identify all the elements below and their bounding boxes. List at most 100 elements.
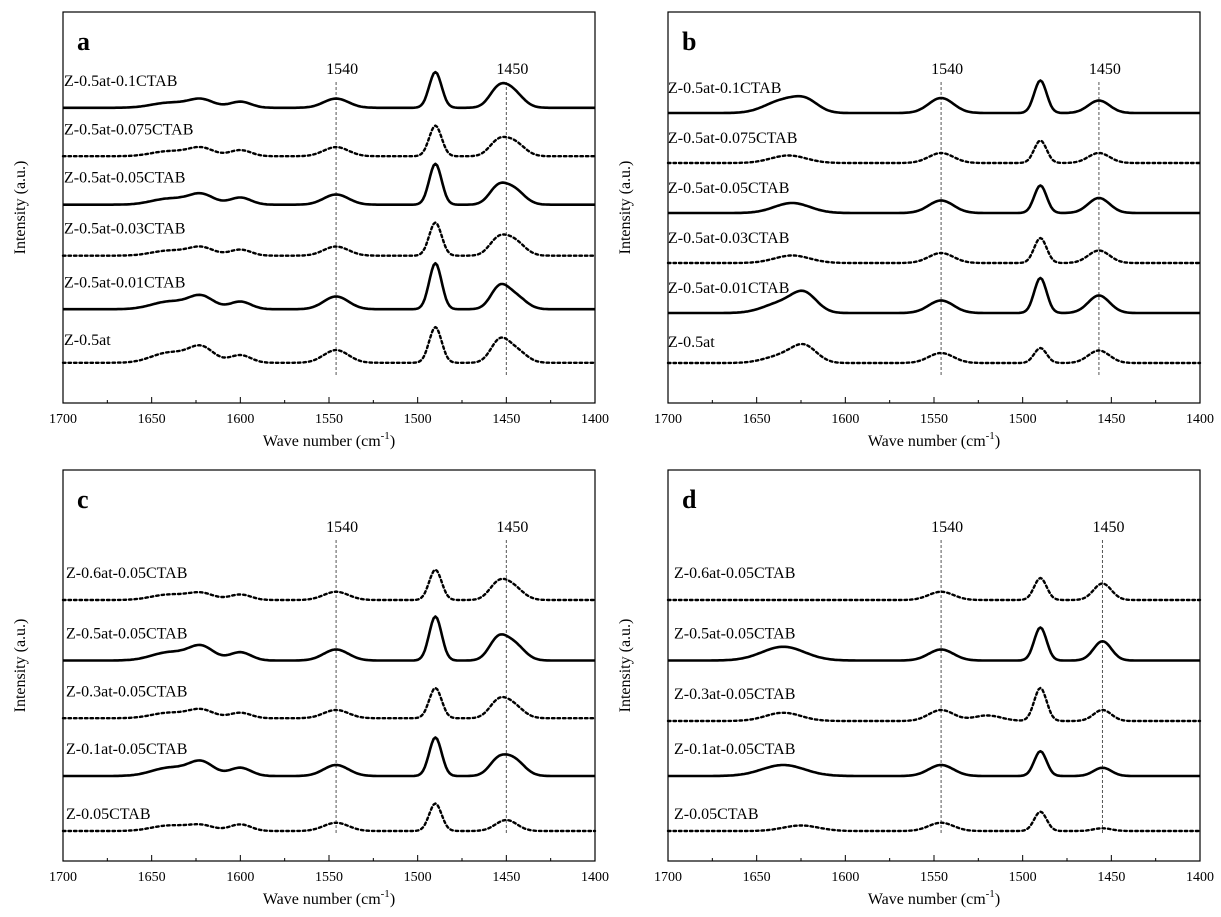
spectrum-line (63, 615, 595, 662)
reference-label-1450: 1450 (496, 61, 528, 78)
spectrum-line (668, 749, 1200, 778)
x-tick-label: 1600 (226, 870, 254, 885)
x-tick-label: 1450 (1097, 870, 1125, 885)
spectrum-line (63, 70, 595, 110)
panel-d: d 1700 1650 1600 1550 1500 1450 1400 Wave number… (617, 469, 1214, 908)
x-tick-label: 1400 (581, 870, 609, 885)
spectrum-line (666, 810, 1202, 833)
x-tick-label: 1500 (1009, 870, 1037, 885)
spectrum-label: Z-0.5at-0.1CTAB (64, 73, 177, 90)
x-axis-label-superscript: -1 (381, 888, 390, 900)
spectrum-line (668, 184, 1200, 215)
spectrum-label: Z-0.5at-0.075CTAB (668, 130, 797, 147)
spectrum-line (61, 686, 597, 720)
panel-c: c 1700 1650 1600 1550 1500 1450 1400 Wave number… (12, 469, 609, 908)
x-axis-label-suffix: ) (995, 891, 1000, 908)
x-tick-label: 1600 (226, 412, 254, 427)
spectrum-label: Z-0.5at-0.01CTAB (668, 280, 789, 297)
spectrum-label: Z-0.5at-0.1CTAB (668, 80, 781, 97)
spectrum-line (666, 139, 1202, 165)
spectrum-label: Z-0.05CTAB (66, 806, 151, 823)
spectrum-line (668, 276, 1200, 315)
x-tick-label: 1450 (492, 870, 520, 885)
panel-a: a 1700 1650 1600 1550 1500 1450 1400 Wave number… (12, 11, 609, 450)
x-axis-label: Wave number (cm-1) (868, 430, 1000, 450)
x-axis-label-superscript: -1 (986, 430, 995, 442)
spectrum-label: Z-0.5at-0.03CTAB (668, 230, 789, 247)
x-axis-label-text: Wave number (cm (868, 891, 986, 908)
x-tick-label: 1400 (1186, 870, 1214, 885)
spectrum-line (666, 342, 1202, 365)
y-axis-label: Intensity (a.u.) (12, 161, 29, 255)
y-axis-label: Intensity (a.u.) (12, 619, 29, 713)
spectrum-line (666, 686, 1202, 723)
x-axis-label-superscript: -1 (381, 430, 390, 442)
spectrum-line (666, 236, 1202, 265)
panel-letter: b (682, 27, 696, 56)
x-tick-label: 1500 (404, 412, 432, 427)
x-tick-label: 1600 (831, 412, 859, 427)
spectrum-line (61, 568, 597, 602)
panel-letter: d (682, 485, 697, 514)
reference-label-1450: 1450 (496, 519, 528, 536)
x-tick-label: 1500 (404, 870, 432, 885)
x-tick-label: 1550 (315, 870, 343, 885)
reference-label-1540: 1540 (326, 519, 358, 536)
spectrum-line (668, 79, 1200, 115)
spectrum-label: Z-0.5at-0.05CTAB (66, 626, 187, 643)
x-tick-label: 1500 (1009, 412, 1037, 427)
x-tick-label: 1400 (581, 412, 609, 427)
x-axis-label-suffix: ) (995, 433, 1000, 450)
x-axis-label: Wave number (cm-1) (263, 888, 395, 908)
spectrum-line (63, 261, 595, 311)
spectrum-label: Z-0.5at (668, 334, 715, 351)
reference-label-1450: 1450 (1092, 519, 1124, 536)
reference-label-1450: 1450 (1089, 61, 1121, 78)
spectrum-line (61, 802, 597, 833)
spectrum-line (666, 576, 1202, 602)
spectrum-label: Z-0.6at-0.05CTAB (674, 565, 795, 582)
spectrum-label: Z-0.1at-0.05CTAB (674, 741, 795, 758)
spectrum-label: Z-0.5at-0.075CTAB (64, 121, 193, 138)
spectrum-line (61, 221, 597, 257)
spectrum-label: Z-0.5at-0.01CTAB (64, 274, 185, 291)
spectrum-line (61, 124, 597, 158)
spectrum-label: Z-0.5at-0.05CTAB (674, 626, 795, 643)
spectrum-label: Z-0.5at-0.05CTAB (64, 170, 185, 187)
x-tick-label: 1700 (49, 870, 77, 885)
panel-b: b 1700 1650 1600 1550 1500 1450 1400 Wave number… (617, 11, 1214, 450)
x-axis-label: Wave number (cm-1) (263, 430, 395, 450)
x-tick-label: 1450 (492, 412, 520, 427)
x-axis-label-text: Wave number (cm (263, 891, 381, 908)
x-tick-label: 1700 (49, 412, 77, 427)
x-tick-label: 1700 (654, 870, 682, 885)
x-tick-label: 1400 (1186, 412, 1214, 427)
x-tick-label: 1450 (1097, 412, 1125, 427)
y-axis-label: Intensity (a.u.) (617, 619, 634, 713)
spectrum-label: Z-0.6at-0.05CTAB (66, 565, 187, 582)
x-axis-label: Wave number (cm-1) (868, 888, 1000, 908)
x-tick-label: 1550 (920, 412, 948, 427)
y-axis-label: Intensity (a.u.) (617, 161, 634, 255)
spectrum-label: Z-0.3at-0.05CTAB (674, 686, 795, 703)
x-axis-label-text: Wave number (cm (263, 433, 381, 450)
spectrum-line (63, 736, 595, 778)
spectrum-label: Z-0.1at-0.05CTAB (66, 741, 187, 758)
x-tick-label: 1550 (315, 412, 343, 427)
x-axis-label-superscript: -1 (986, 888, 995, 900)
x-tick-label: 1650 (138, 412, 166, 427)
x-tick-label: 1600 (831, 870, 859, 885)
x-axis-label-text: Wave number (cm (868, 433, 986, 450)
x-tick-label: 1700 (654, 412, 682, 427)
spectrum-label: Z-0.3at-0.05CTAB (66, 683, 187, 700)
spectrum-line (668, 626, 1200, 662)
x-tick-label: 1650 (138, 870, 166, 885)
spectrum-label: Z-0.05CTAB (674, 806, 759, 823)
reference-label-1540: 1540 (931, 61, 963, 78)
panel-letter: a (77, 27, 90, 56)
reference-label-1540: 1540 (931, 519, 963, 536)
x-tick-label: 1650 (743, 412, 771, 427)
spectrum-label: Z-0.5at-0.03CTAB (64, 221, 185, 238)
spectrum-label: Z-0.5at-0.05CTAB (668, 180, 789, 197)
